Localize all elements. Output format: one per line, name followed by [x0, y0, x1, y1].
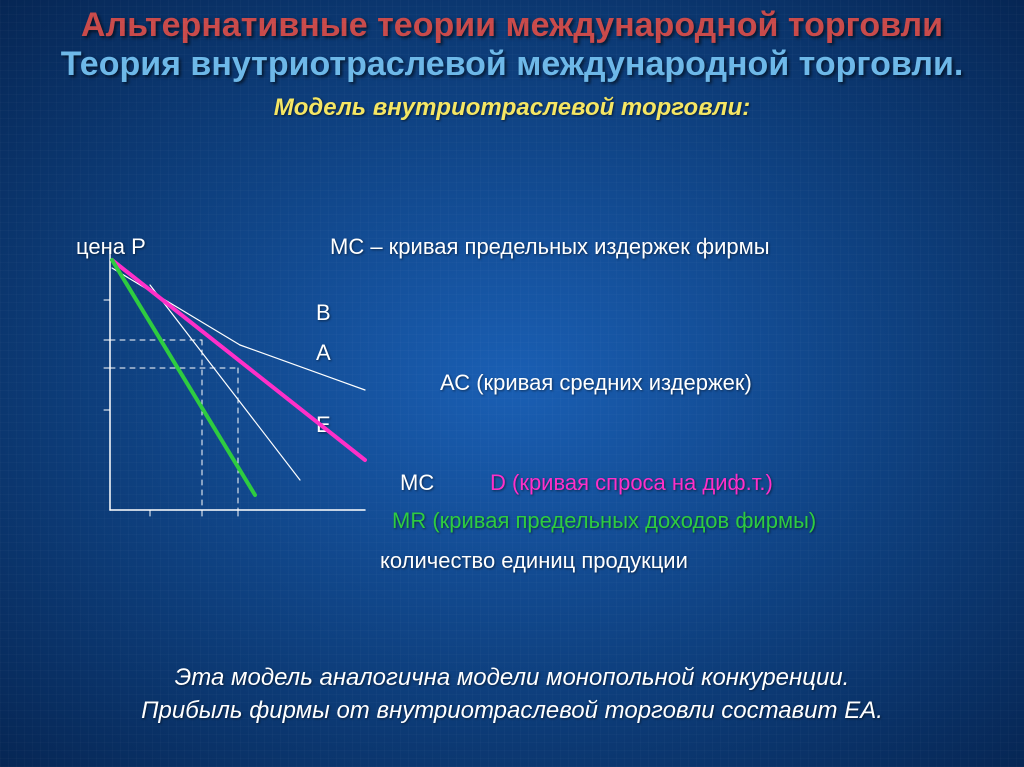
title-blue: Теория внутриотраслевой международной то… — [0, 45, 1024, 84]
footer-text: Эта модель аналогична модели монопольной… — [0, 662, 1024, 727]
chart-svg — [90, 250, 370, 530]
label-mr: MR (кривая предельных доходов фирмы) — [392, 508, 816, 534]
footer-line-1: Эта модель аналогична модели монопольной… — [175, 664, 850, 691]
label-mc: МС — [400, 470, 434, 496]
title-red: Альтернативные теории международной торг… — [0, 0, 1024, 45]
label-mc-desc: МС – кривая предельных издержек фирмы — [330, 234, 770, 260]
subtitle: Модель внутриотраслевой торговли: — [0, 94, 1024, 122]
chart — [90, 250, 370, 530]
footer-line-2: Прибыль фирмы от внутриотраслевой торгов… — [141, 697, 883, 724]
label-d: D (кривая спроса на диф.т.) — [490, 470, 773, 496]
label-qty: количество единиц продукции — [380, 548, 688, 574]
label-ac: АС (кривая средних издержек) — [440, 370, 752, 396]
